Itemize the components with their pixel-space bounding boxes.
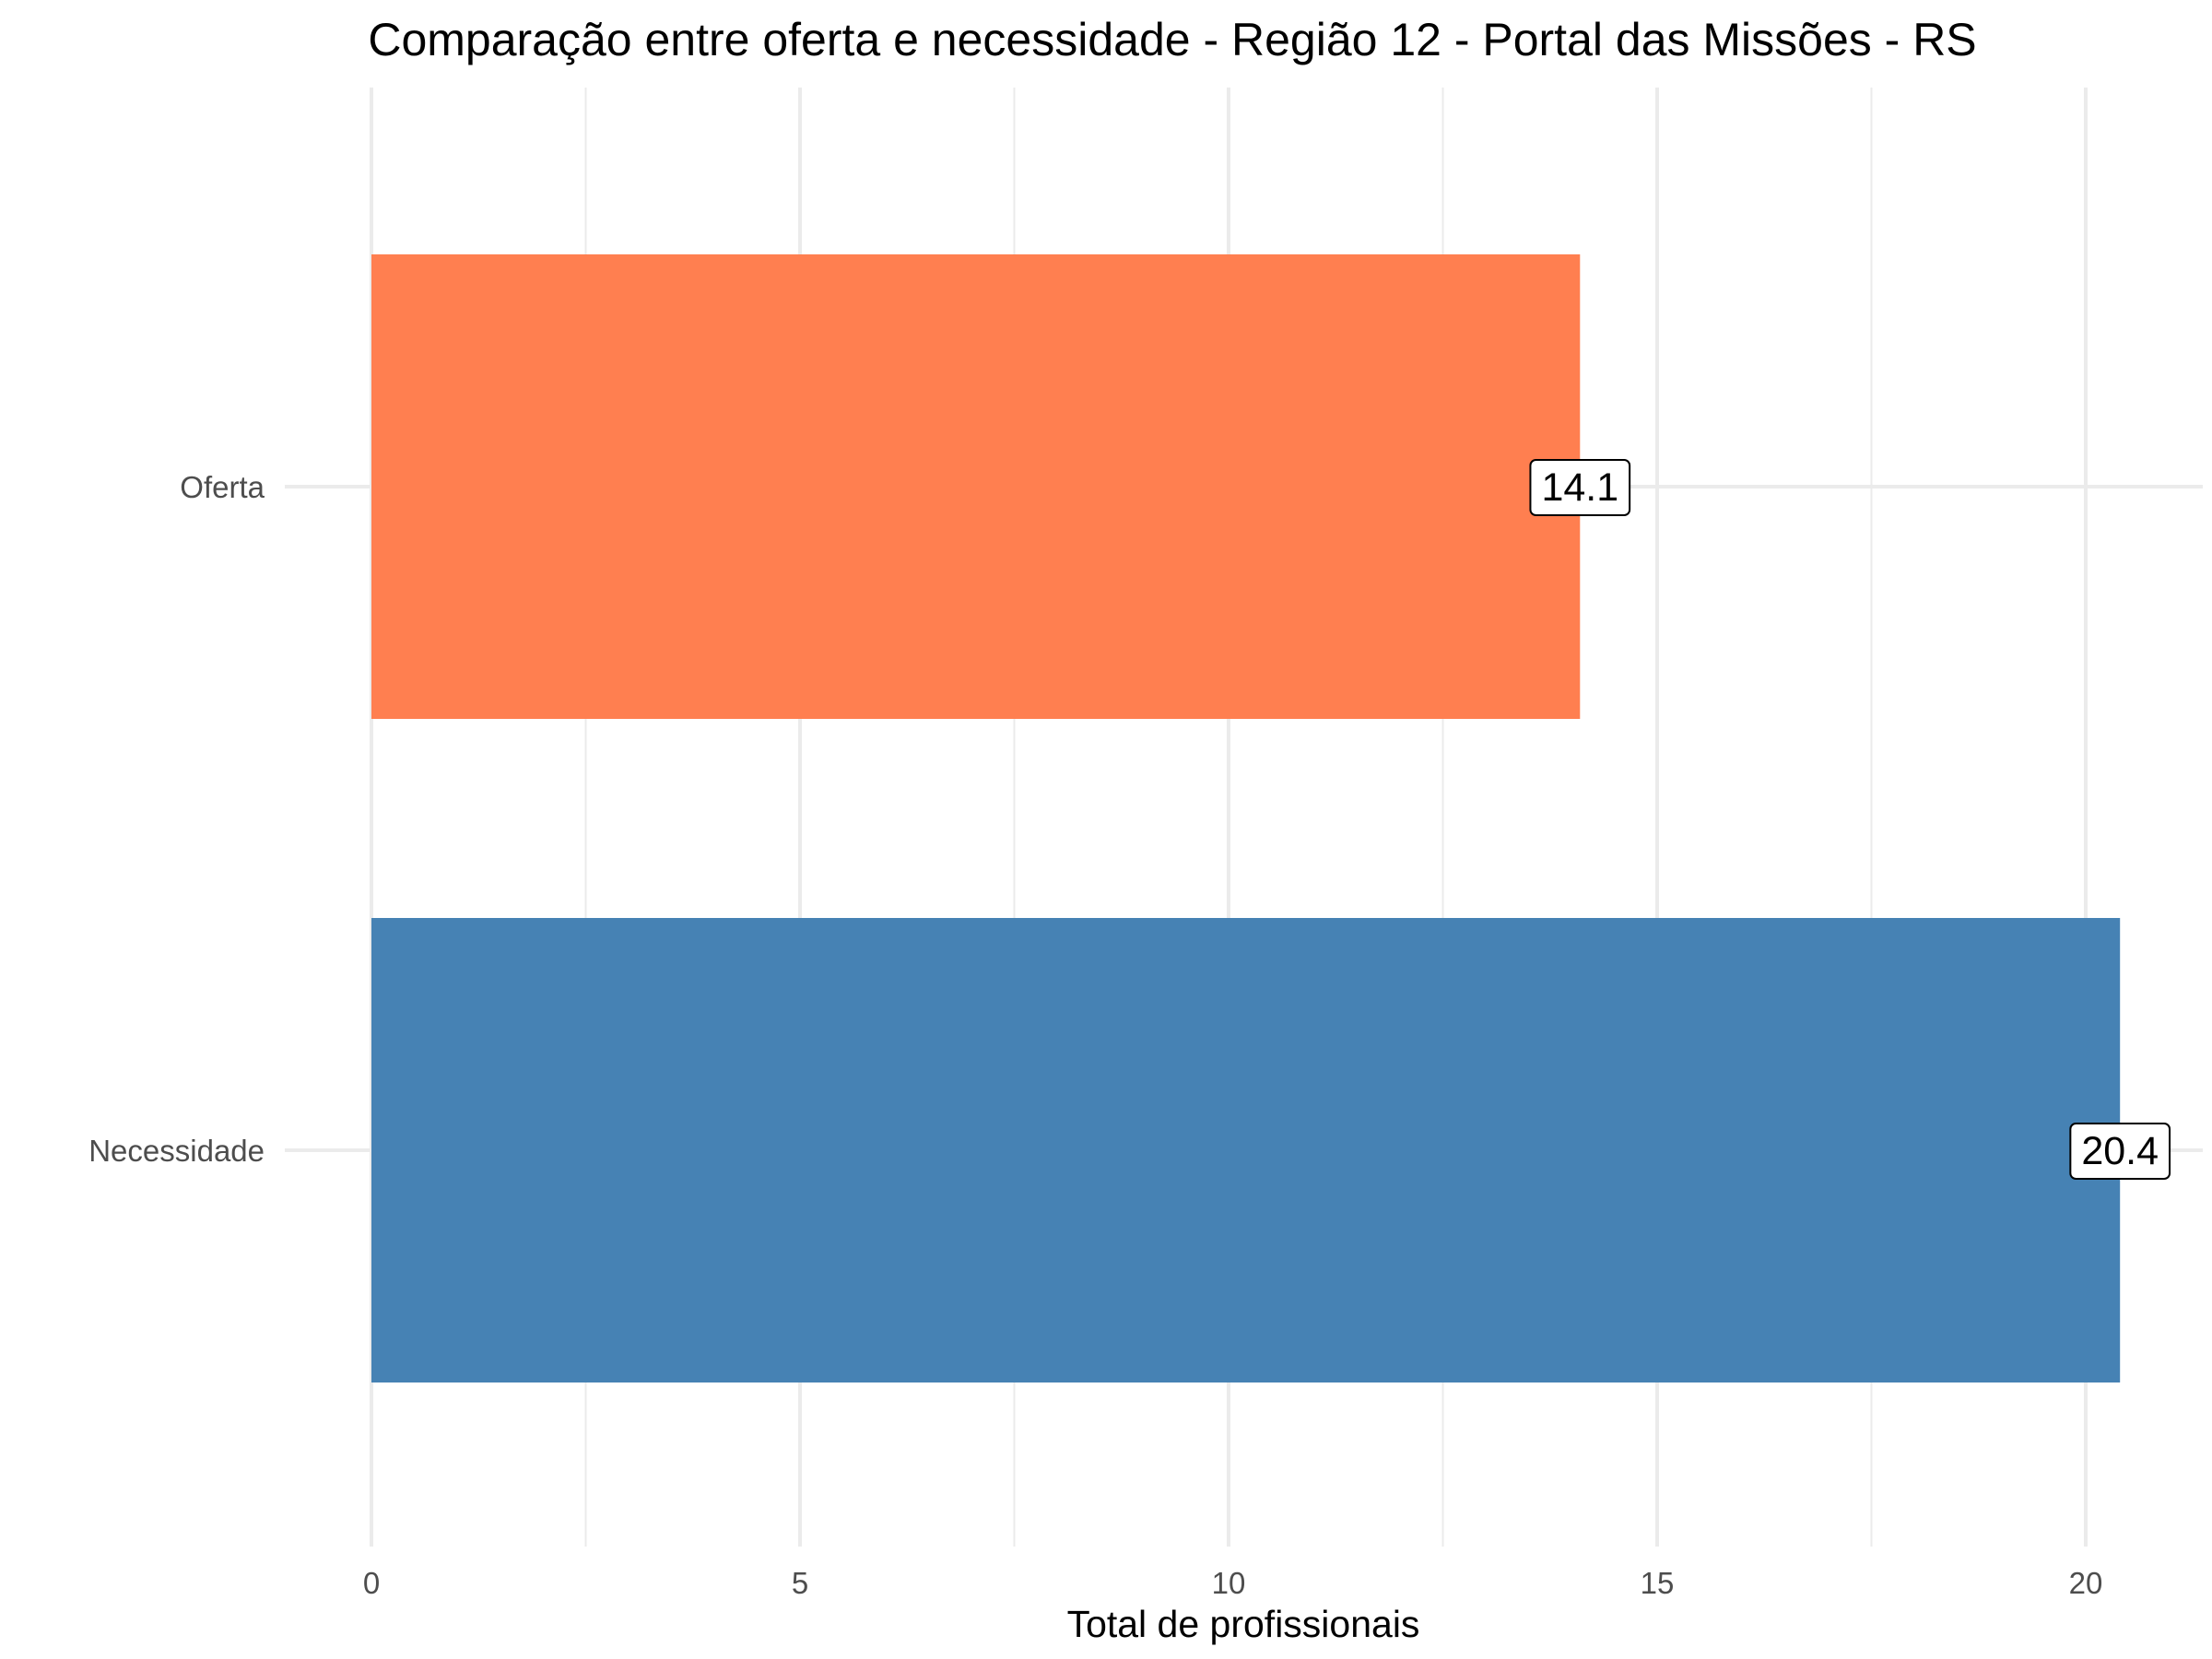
- x-tick-label: 0: [363, 1566, 380, 1600]
- data-label-necessidade: 20.4: [2069, 1123, 2171, 1180]
- x-tick-label: 20: [2069, 1566, 2103, 1600]
- y-tick-label: Necessidade: [88, 1134, 265, 1168]
- data-label-oferta: 14.1: [1529, 459, 1631, 516]
- bars: [371, 254, 2121, 1382]
- x-tick-label: 15: [1641, 1566, 1675, 1600]
- y-tick-label: Oferta: [180, 470, 265, 504]
- data-label-text: 20.4: [2081, 1129, 2159, 1173]
- data-label-box: [2069, 1123, 2171, 1180]
- x-tick-label: 5: [792, 1566, 808, 1600]
- y-axis-ticks: Oferta Necessidade: [88, 470, 265, 1168]
- bar-necessidade: [371, 918, 2121, 1382]
- chart-title: Comparação entre oferta e necessidade - …: [368, 14, 1976, 65]
- x-axis-title: Total de profissionais: [1067, 1603, 1420, 1645]
- bar-oferta: [371, 254, 1581, 719]
- data-label-text: 14.1: [1541, 465, 1618, 510]
- data-label-box: [1529, 459, 1631, 516]
- data-labels: 14.1 20.4: [1529, 459, 2171, 1180]
- x-tick-label: 10: [1212, 1566, 1246, 1600]
- x-axis-ticks: 0 5 10 15 20: [363, 1566, 2103, 1600]
